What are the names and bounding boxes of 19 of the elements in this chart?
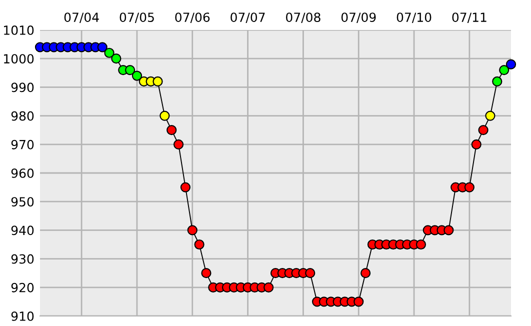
y-tick-label: 960 bbox=[11, 168, 34, 178]
x-tick-label: 07/11 bbox=[452, 12, 486, 24]
x-tick-label: 07/05 bbox=[120, 12, 154, 24]
y-tick-label: 1000 bbox=[4, 54, 34, 64]
x-tick-label: 07/07 bbox=[230, 12, 265, 24]
y-tick-label: 1010 bbox=[4, 25, 34, 35]
x-tick-label: 07/09 bbox=[341, 12, 376, 24]
y-tick-label: 910 bbox=[11, 311, 34, 321]
y-tick-label: 990 bbox=[11, 82, 34, 92]
x-tick-label: 07/08 bbox=[286, 12, 320, 24]
y-tick-label: 920 bbox=[11, 282, 34, 292]
y-tick-label: 970 bbox=[11, 140, 34, 150]
x-tick-label: 07/06 bbox=[175, 12, 210, 24]
y-tick-label: 980 bbox=[11, 111, 34, 121]
y-tick-label: 950 bbox=[11, 197, 34, 207]
y-tick-label: 930 bbox=[11, 254, 34, 264]
x-tick-label: 07/10 bbox=[396, 12, 432, 24]
x-tick-label: 07/04 bbox=[64, 12, 99, 24]
y-tick-label: 940 bbox=[11, 226, 34, 236]
